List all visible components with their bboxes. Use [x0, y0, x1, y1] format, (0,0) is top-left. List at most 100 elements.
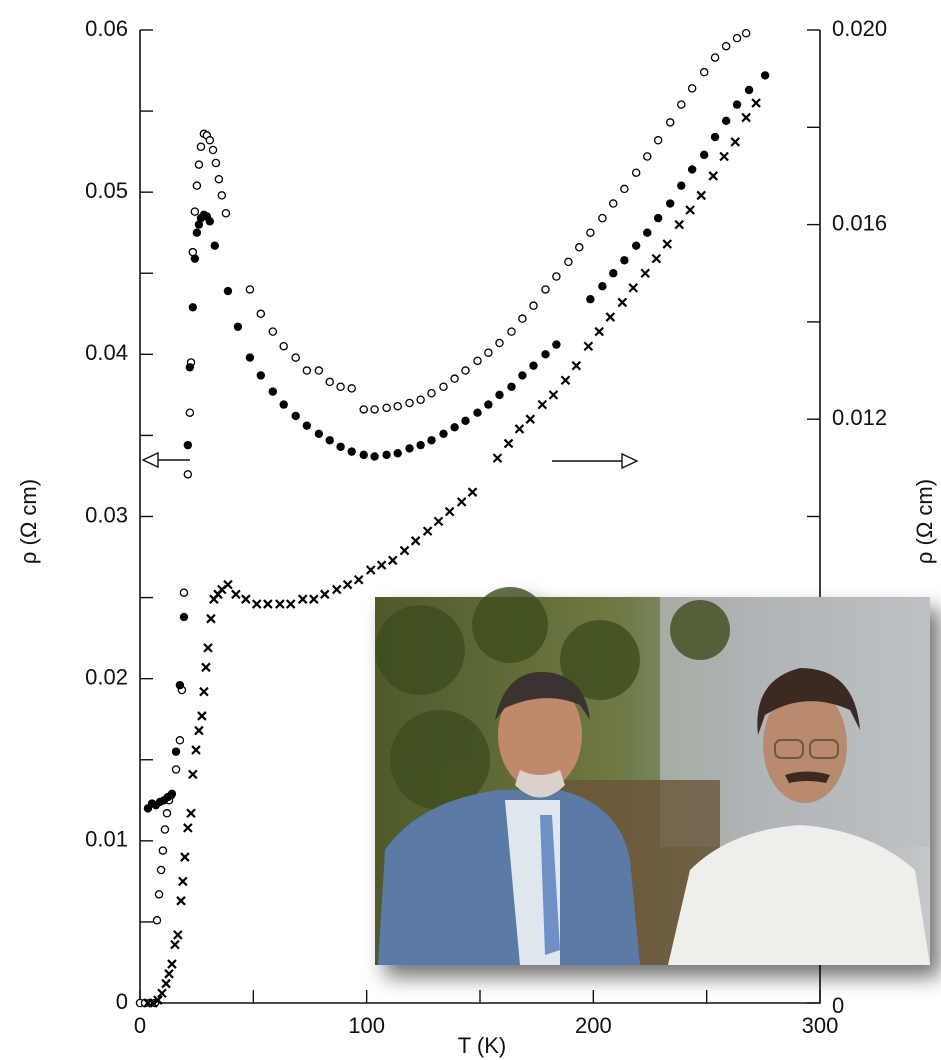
data-point	[208, 145, 218, 155]
data-point	[176, 896, 186, 906]
data-point	[719, 151, 729, 162]
data-point	[518, 371, 527, 380]
data-point	[157, 988, 167, 999]
data-point	[194, 160, 204, 169]
data-point	[382, 450, 391, 460]
data-point	[467, 487, 478, 497]
data-point	[161, 978, 171, 989]
data-point	[586, 228, 595, 237]
data-point	[473, 408, 482, 417]
data-point	[598, 282, 607, 291]
x-axis-label: T (K)	[458, 1033, 506, 1058]
data-point	[687, 165, 697, 174]
data-point	[175, 680, 185, 690]
data-point	[503, 438, 514, 449]
data-point	[342, 579, 353, 590]
data-point	[158, 846, 168, 855]
data-point	[268, 327, 278, 336]
data-point	[214, 174, 224, 184]
data-point	[199, 686, 209, 697]
data-point	[347, 384, 356, 393]
data-point	[741, 28, 751, 38]
data-point	[548, 390, 559, 400]
data-point	[183, 470, 193, 479]
data-point	[148, 998, 158, 1008]
data-point	[571, 360, 582, 371]
data-point	[427, 436, 436, 445]
data-point	[179, 588, 189, 597]
data-point	[628, 283, 639, 293]
data-point	[631, 241, 641, 250]
data-point	[620, 256, 629, 265]
data-point	[331, 584, 342, 595]
data-point	[529, 361, 538, 370]
data-point	[188, 303, 198, 312]
data-point	[319, 589, 330, 600]
data-point	[192, 228, 202, 237]
data-point	[405, 444, 414, 453]
data-point	[353, 574, 364, 585]
data-point	[302, 366, 312, 375]
data-point	[620, 184, 629, 194]
data-point	[279, 341, 288, 351]
data-point	[370, 452, 379, 461]
data-point	[708, 171, 719, 181]
data-point	[751, 98, 761, 108]
data-point	[241, 594, 251, 604]
data-point	[450, 423, 459, 432]
data-point	[617, 297, 628, 308]
data-point	[665, 199, 675, 208]
data-point	[314, 429, 324, 438]
data-point	[492, 453, 503, 463]
photo-inset	[375, 587, 930, 965]
right-arrow-head	[621, 452, 639, 470]
data-point	[696, 190, 707, 201]
data-point	[416, 440, 425, 450]
data-point	[721, 41, 731, 51]
y2-tick-label: 0.012	[832, 405, 887, 430]
y2-tick-label: 0.016	[832, 210, 887, 235]
data-point	[387, 555, 398, 566]
data-point	[564, 257, 573, 267]
data-point	[185, 408, 195, 417]
x-tick-label: 300	[802, 1013, 839, 1038]
data-point	[594, 326, 605, 337]
x-tick-label: 0	[134, 1013, 146, 1038]
data-point	[541, 285, 550, 294]
data-point	[732, 100, 742, 109]
data-point	[665, 118, 675, 127]
y-axis-label: ρ (Ω cm)	[16, 479, 41, 564]
data-point	[484, 348, 493, 357]
data-point	[662, 239, 673, 249]
data-point	[575, 243, 584, 252]
data-point	[171, 747, 181, 756]
data-point	[205, 136, 215, 145]
data-point	[760, 71, 770, 80]
data-point	[297, 594, 308, 604]
data-point	[677, 100, 686, 109]
data-point	[433, 516, 444, 527]
data-point	[291, 353, 300, 362]
data-point	[710, 53, 720, 62]
data-point	[285, 599, 296, 609]
data-point	[160, 825, 170, 834]
data-point	[164, 969, 174, 979]
data-point	[744, 85, 754, 95]
data-point	[605, 312, 616, 322]
y-tick-label: 0.02	[85, 664, 128, 689]
data-point	[233, 322, 243, 331]
data-point	[439, 429, 448, 438]
data-point	[560, 375, 571, 386]
data-point	[203, 643, 213, 653]
data-point	[162, 809, 172, 818]
data-point	[210, 241, 219, 250]
data-point	[422, 526, 433, 536]
data-point	[609, 199, 618, 208]
data-point	[231, 589, 241, 600]
data-point	[154, 890, 164, 899]
data-point	[211, 158, 221, 168]
y2-axis-label: ρ (Ω cm)	[912, 479, 937, 564]
data-point	[314, 366, 324, 375]
y-tick-label: 0.05	[85, 178, 128, 203]
data-point	[416, 395, 425, 404]
